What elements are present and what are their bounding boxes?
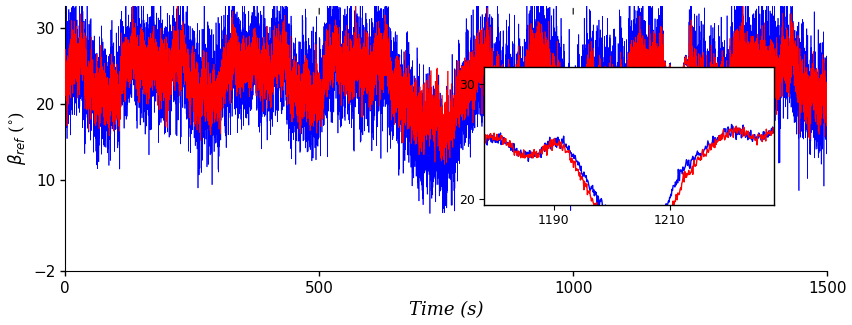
Y-axis label: $\beta_{ref}$ ($^{\circ}$): $\beta_{ref}$ ($^{\circ}$) (6, 111, 27, 165)
X-axis label: Time (s): Time (s) (409, 302, 483, 319)
